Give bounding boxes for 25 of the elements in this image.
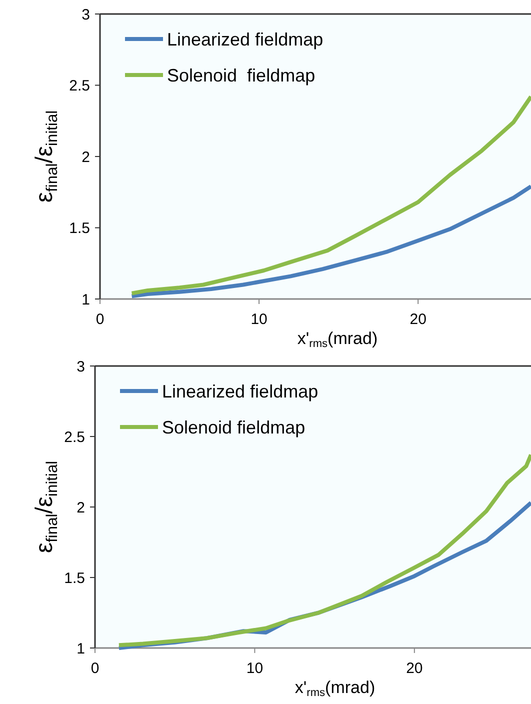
y-tick-label: 2.5 (69, 78, 90, 94)
legend-label: Solenoid fieldmap (162, 417, 306, 438)
legend-label: Solenoid fieldmap (167, 65, 316, 86)
y-tick-label: 1.5 (64, 570, 85, 587)
x-tick-label: 0 (90, 660, 100, 677)
line-series (130, 94, 531, 296)
line-series (116, 452, 531, 648)
line-series (130, 184, 531, 298)
legend-label: Linearized fieldmap (162, 381, 318, 402)
x-tick-label: 0 (96, 311, 104, 328)
x-tick-label: 20 (406, 660, 423, 677)
y-tick-label: 3 (82, 6, 90, 24)
y-tick-label: 1 (76, 640, 85, 658)
y-tick-label: 2.5 (64, 428, 85, 446)
y-tick-label: 2 (76, 499, 85, 516)
y-tick-label: 2 (82, 148, 90, 166)
y-tick-label: 1.5 (69, 220, 90, 237)
y-tick-label: 3 (76, 358, 85, 376)
x-tick-label: 10 (250, 311, 268, 328)
x-axis-title: x'$_{rms}$(mrad) (294, 678, 376, 700)
x-axis-title: x'$_{rms}$(mrad) (297, 329, 378, 350)
y-tick-label: 1 (82, 291, 90, 308)
legend-label: Linearized fieldmap (167, 29, 324, 50)
x-tick-label: 10 (246, 660, 264, 677)
x-tick-label: 20 (410, 311, 426, 328)
